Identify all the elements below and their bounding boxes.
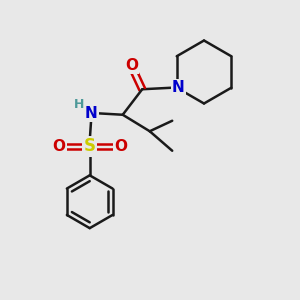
Text: O: O	[125, 58, 138, 73]
Text: N: N	[85, 106, 98, 121]
Text: O: O	[114, 139, 127, 154]
Text: S: S	[84, 137, 96, 155]
Text: O: O	[52, 139, 66, 154]
Text: H: H	[74, 98, 84, 111]
Text: N: N	[172, 80, 184, 95]
